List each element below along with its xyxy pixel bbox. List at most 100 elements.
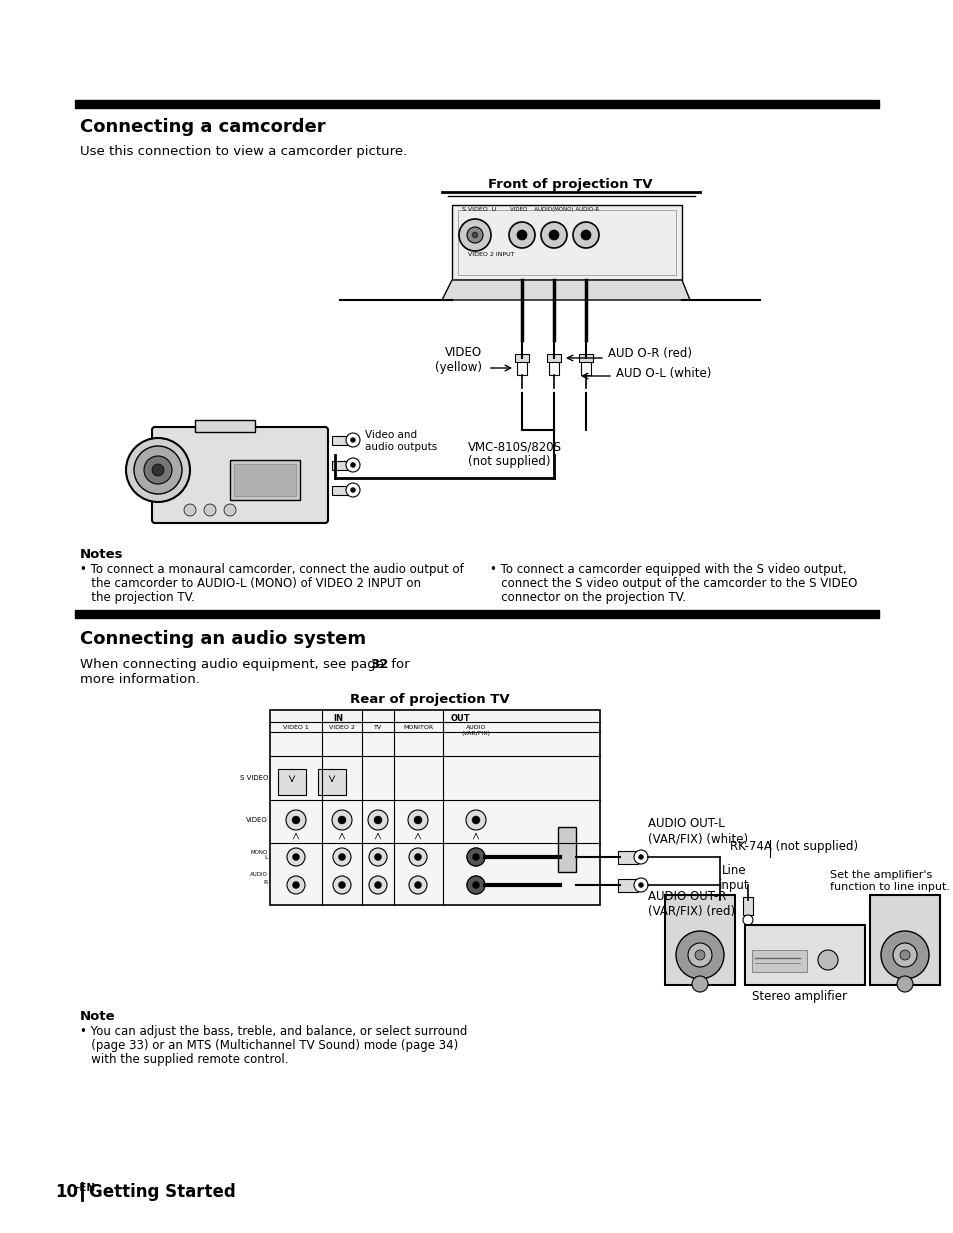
Circle shape bbox=[409, 848, 427, 866]
Text: VIDEO 2: VIDEO 2 bbox=[329, 725, 355, 730]
Circle shape bbox=[517, 231, 526, 240]
Text: Video and
audio outputs: Video and audio outputs bbox=[365, 430, 436, 451]
Text: Stereo amplifier: Stereo amplifier bbox=[752, 990, 846, 1002]
Text: (page 33) or an MTS (Multichannel TV Sound) mode (page 34): (page 33) or an MTS (Multichannel TV Sou… bbox=[80, 1039, 457, 1052]
Circle shape bbox=[817, 949, 837, 970]
Bar bbox=[194, 420, 254, 432]
Bar bbox=[558, 827, 576, 872]
Circle shape bbox=[467, 227, 482, 243]
Bar bbox=[517, 358, 526, 375]
Circle shape bbox=[144, 456, 172, 485]
Bar bbox=[580, 358, 590, 375]
Text: the projection TV.: the projection TV. bbox=[80, 591, 194, 604]
Circle shape bbox=[896, 977, 912, 993]
Circle shape bbox=[467, 848, 484, 866]
Bar bbox=[742, 896, 752, 915]
Text: AUDIO
(VAR/FIX): AUDIO (VAR/FIX) bbox=[461, 725, 490, 736]
Circle shape bbox=[133, 446, 182, 494]
Text: IN: IN bbox=[333, 714, 343, 723]
Circle shape bbox=[899, 949, 909, 961]
Circle shape bbox=[892, 943, 916, 967]
Bar bbox=[332, 486, 350, 494]
Circle shape bbox=[346, 433, 359, 448]
Circle shape bbox=[472, 853, 479, 861]
Circle shape bbox=[638, 883, 643, 888]
Circle shape bbox=[548, 231, 558, 240]
Text: AUD O-R (red): AUD O-R (red) bbox=[607, 348, 691, 360]
Circle shape bbox=[540, 222, 566, 248]
Text: • To connect a monaural camcorder, connect the audio output of: • To connect a monaural camcorder, conne… bbox=[80, 563, 463, 576]
Text: Getting Started: Getting Started bbox=[89, 1182, 235, 1201]
Text: VIDEO 2 INPUT: VIDEO 2 INPUT bbox=[468, 252, 514, 256]
Circle shape bbox=[287, 848, 305, 866]
Circle shape bbox=[408, 810, 428, 830]
Bar bbox=[744, 925, 864, 985]
Bar bbox=[332, 461, 350, 470]
Bar bbox=[578, 354, 593, 363]
Bar bbox=[233, 464, 295, 496]
Circle shape bbox=[126, 438, 190, 502]
Text: OUT: OUT bbox=[450, 714, 469, 723]
Circle shape bbox=[338, 853, 345, 861]
Circle shape bbox=[691, 977, 707, 993]
Text: MONO: MONO bbox=[251, 850, 268, 854]
Bar bbox=[452, 205, 681, 280]
Bar bbox=[664, 895, 734, 985]
Circle shape bbox=[224, 504, 235, 515]
Text: • To connect a camcorder equipped with the S video output,: • To connect a camcorder equipped with t… bbox=[490, 563, 845, 576]
Text: VMC-810S/820S
(not supplied): VMC-810S/820S (not supplied) bbox=[468, 440, 561, 469]
Text: L: L bbox=[264, 854, 268, 859]
Text: VIDEO 1: VIDEO 1 bbox=[283, 725, 309, 730]
Circle shape bbox=[472, 882, 479, 889]
Text: AUD O-L (white): AUD O-L (white) bbox=[616, 366, 711, 380]
FancyBboxPatch shape bbox=[152, 427, 328, 523]
Circle shape bbox=[472, 232, 477, 238]
Text: Front of projection TV: Front of projection TV bbox=[487, 178, 652, 191]
Text: 32: 32 bbox=[370, 658, 388, 671]
Text: Note: Note bbox=[80, 1010, 115, 1023]
Bar bbox=[277, 769, 306, 795]
Text: Use this connection to view a camcorder picture.: Use this connection to view a camcorder … bbox=[80, 145, 407, 158]
Bar bbox=[546, 354, 560, 363]
Text: for: for bbox=[387, 658, 409, 671]
Circle shape bbox=[580, 231, 590, 240]
Text: connector on the projection TV.: connector on the projection TV. bbox=[490, 591, 685, 604]
Circle shape bbox=[374, 816, 381, 824]
Circle shape bbox=[375, 853, 381, 861]
Circle shape bbox=[472, 882, 479, 889]
Circle shape bbox=[414, 853, 421, 861]
Text: S VIDEO  U: S VIDEO U bbox=[461, 207, 496, 212]
Circle shape bbox=[369, 848, 387, 866]
Circle shape bbox=[368, 810, 388, 830]
Circle shape bbox=[573, 222, 598, 248]
Polygon shape bbox=[441, 280, 689, 300]
Bar bbox=[714, 896, 724, 915]
Text: VIDEO    AUDIO(MONO) AUDIO-R: VIDEO AUDIO(MONO) AUDIO-R bbox=[510, 207, 598, 212]
Bar bbox=[548, 358, 558, 375]
Text: Rear of projection TV: Rear of projection TV bbox=[350, 693, 509, 707]
Bar bbox=[75, 100, 878, 109]
Text: RK-74A (not supplied): RK-74A (not supplied) bbox=[729, 840, 858, 853]
Circle shape bbox=[292, 816, 299, 824]
Text: more information.: more information. bbox=[80, 673, 200, 686]
Text: Notes: Notes bbox=[80, 547, 123, 561]
Circle shape bbox=[333, 875, 351, 894]
Circle shape bbox=[687, 943, 711, 967]
Circle shape bbox=[409, 875, 427, 894]
Text: Connecting an audio system: Connecting an audio system bbox=[80, 630, 366, 649]
Circle shape bbox=[465, 810, 485, 830]
Circle shape bbox=[350, 462, 355, 467]
Text: S VIDEO: S VIDEO bbox=[239, 776, 268, 780]
Bar bbox=[75, 610, 878, 618]
Text: 10: 10 bbox=[55, 1182, 78, 1201]
Text: Connecting a camcorder: Connecting a camcorder bbox=[80, 118, 325, 136]
Circle shape bbox=[152, 464, 164, 476]
Circle shape bbox=[332, 810, 352, 830]
Circle shape bbox=[458, 219, 491, 252]
Text: the camcorder to AUDIO-L (MONO) of VIDEO 2 INPUT on: the camcorder to AUDIO-L (MONO) of VIDEO… bbox=[80, 577, 420, 591]
Circle shape bbox=[414, 882, 421, 889]
Circle shape bbox=[472, 816, 479, 824]
Text: R: R bbox=[263, 880, 268, 885]
Circle shape bbox=[467, 875, 484, 894]
Text: connect the S video output of the camcorder to the S VIDEO: connect the S video output of the camcor… bbox=[490, 577, 857, 591]
